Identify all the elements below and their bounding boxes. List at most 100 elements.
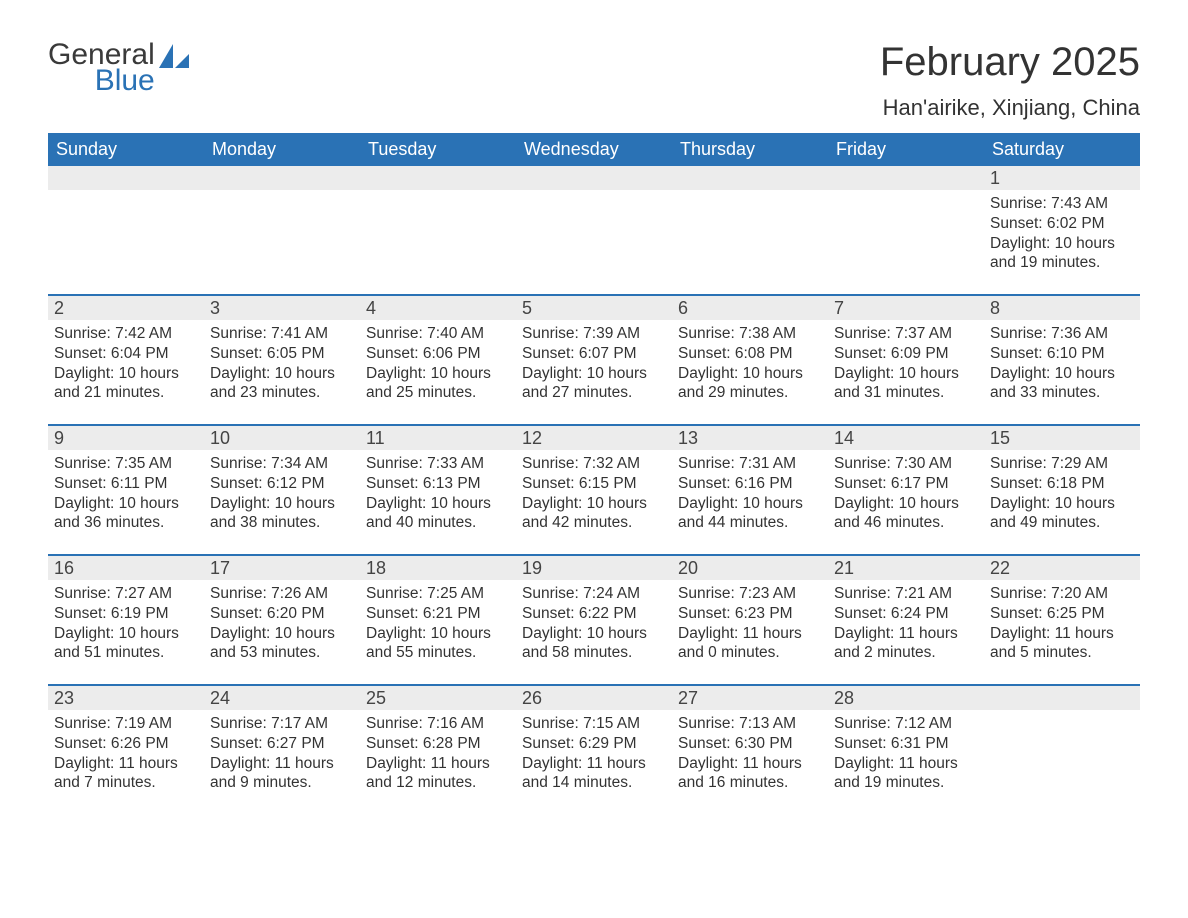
cell-content: Sunrise: 7:19 AMSunset: 6:26 PMDaylight:… <box>48 710 204 793</box>
daylight-text: Daylight: 10 hours and 21 minutes. <box>54 364 198 404</box>
day-number: 22 <box>984 556 1140 580</box>
day-number: 15 <box>984 426 1140 450</box>
day-number <box>828 166 984 190</box>
cell-content: Sunrise: 7:36 AMSunset: 6:10 PMDaylight:… <box>984 320 1140 403</box>
dayname: Friday <box>828 133 984 166</box>
day-number: 27 <box>672 686 828 710</box>
sunrise-text: Sunrise: 7:38 AM <box>678 324 822 344</box>
cell-content <box>672 190 828 194</box>
sunrise-text: Sunrise: 7:36 AM <box>990 324 1134 344</box>
sunrise-text: Sunrise: 7:34 AM <box>210 454 354 474</box>
cell-content: Sunrise: 7:17 AMSunset: 6:27 PMDaylight:… <box>204 710 360 793</box>
sunset-text: Sunset: 6:06 PM <box>366 344 510 364</box>
calendar: Sunday Monday Tuesday Wednesday Thursday… <box>48 133 1140 814</box>
calendar-cell: 11Sunrise: 7:33 AMSunset: 6:13 PMDayligh… <box>360 426 516 554</box>
header: General Blue February 2025 Han'airike, X… <box>48 40 1140 121</box>
day-number: 25 <box>360 686 516 710</box>
daylight-text: Daylight: 10 hours and 55 minutes. <box>366 624 510 664</box>
calendar-cell <box>672 166 828 294</box>
sunrise-text: Sunrise: 7:13 AM <box>678 714 822 734</box>
day-number: 17 <box>204 556 360 580</box>
sunset-text: Sunset: 6:31 PM <box>834 734 978 754</box>
daylight-text: Daylight: 10 hours and 36 minutes. <box>54 494 198 534</box>
cell-content: Sunrise: 7:21 AMSunset: 6:24 PMDaylight:… <box>828 580 984 663</box>
calendar-cell: 3Sunrise: 7:41 AMSunset: 6:05 PMDaylight… <box>204 296 360 424</box>
weeks-container: 1Sunrise: 7:43 AMSunset: 6:02 PMDaylight… <box>48 166 1140 814</box>
sunrise-text: Sunrise: 7:30 AM <box>834 454 978 474</box>
cell-content <box>828 190 984 194</box>
day-number: 19 <box>516 556 672 580</box>
week-row: 9Sunrise: 7:35 AMSunset: 6:11 PMDaylight… <box>48 424 1140 554</box>
week-row: 23Sunrise: 7:19 AMSunset: 6:26 PMDayligh… <box>48 684 1140 814</box>
daylight-text: Daylight: 10 hours and 19 minutes. <box>990 234 1134 274</box>
brand-text: General Blue <box>48 40 155 96</box>
daylight-text: Daylight: 10 hours and 51 minutes. <box>54 624 198 664</box>
sunset-text: Sunset: 6:23 PM <box>678 604 822 624</box>
daylight-text: Daylight: 10 hours and 49 minutes. <box>990 494 1134 534</box>
sunset-text: Sunset: 6:26 PM <box>54 734 198 754</box>
sunset-text: Sunset: 6:24 PM <box>834 604 978 624</box>
day-number: 13 <box>672 426 828 450</box>
sunset-text: Sunset: 6:16 PM <box>678 474 822 494</box>
sunrise-text: Sunrise: 7:12 AM <box>834 714 978 734</box>
cell-content: Sunrise: 7:12 AMSunset: 6:31 PMDaylight:… <box>828 710 984 793</box>
calendar-cell: 12Sunrise: 7:32 AMSunset: 6:15 PMDayligh… <box>516 426 672 554</box>
day-number: 26 <box>516 686 672 710</box>
calendar-cell: 18Sunrise: 7:25 AMSunset: 6:21 PMDayligh… <box>360 556 516 684</box>
cell-content: Sunrise: 7:38 AMSunset: 6:08 PMDaylight:… <box>672 320 828 403</box>
cell-content <box>360 190 516 194</box>
sunset-text: Sunset: 6:02 PM <box>990 214 1134 234</box>
week-row: 1Sunrise: 7:43 AMSunset: 6:02 PMDaylight… <box>48 166 1140 294</box>
daylight-text: Daylight: 10 hours and 31 minutes. <box>834 364 978 404</box>
calendar-cell: 4Sunrise: 7:40 AMSunset: 6:06 PMDaylight… <box>360 296 516 424</box>
sunrise-text: Sunrise: 7:20 AM <box>990 584 1134 604</box>
sunset-text: Sunset: 6:17 PM <box>834 474 978 494</box>
location: Han'airike, Xinjiang, China <box>880 95 1140 121</box>
sunrise-text: Sunrise: 7:39 AM <box>522 324 666 344</box>
sunset-text: Sunset: 6:29 PM <box>522 734 666 754</box>
daylight-text: Daylight: 11 hours and 14 minutes. <box>522 754 666 794</box>
sunset-text: Sunset: 6:12 PM <box>210 474 354 494</box>
dayname: Monday <box>204 133 360 166</box>
cell-content: Sunrise: 7:26 AMSunset: 6:20 PMDaylight:… <box>204 580 360 663</box>
day-number <box>672 166 828 190</box>
sunrise-text: Sunrise: 7:17 AM <box>210 714 354 734</box>
dayname: Sunday <box>48 133 204 166</box>
dayname: Thursday <box>672 133 828 166</box>
sunrise-text: Sunrise: 7:24 AM <box>522 584 666 604</box>
sunset-text: Sunset: 6:04 PM <box>54 344 198 364</box>
day-number <box>516 166 672 190</box>
daylight-text: Daylight: 10 hours and 46 minutes. <box>834 494 978 534</box>
cell-content: Sunrise: 7:31 AMSunset: 6:16 PMDaylight:… <box>672 450 828 533</box>
daylight-text: Daylight: 10 hours and 27 minutes. <box>522 364 666 404</box>
cell-content: Sunrise: 7:43 AMSunset: 6:02 PMDaylight:… <box>984 190 1140 273</box>
day-number: 11 <box>360 426 516 450</box>
day-number: 1 <box>984 166 1140 190</box>
cell-content: Sunrise: 7:16 AMSunset: 6:28 PMDaylight:… <box>360 710 516 793</box>
day-number: 24 <box>204 686 360 710</box>
calendar-cell <box>984 686 1140 814</box>
sail-icon <box>159 44 189 70</box>
day-number: 14 <box>828 426 984 450</box>
day-number: 10 <box>204 426 360 450</box>
daylight-text: Daylight: 11 hours and 7 minutes. <box>54 754 198 794</box>
cell-content: Sunrise: 7:29 AMSunset: 6:18 PMDaylight:… <box>984 450 1140 533</box>
sunrise-text: Sunrise: 7:43 AM <box>990 194 1134 214</box>
sunset-text: Sunset: 6:20 PM <box>210 604 354 624</box>
cell-content <box>48 190 204 194</box>
daylight-text: Daylight: 10 hours and 58 minutes. <box>522 624 666 664</box>
daylight-text: Daylight: 11 hours and 9 minutes. <box>210 754 354 794</box>
calendar-cell: 22Sunrise: 7:20 AMSunset: 6:25 PMDayligh… <box>984 556 1140 684</box>
sunset-text: Sunset: 6:10 PM <box>990 344 1134 364</box>
week-row: 16Sunrise: 7:27 AMSunset: 6:19 PMDayligh… <box>48 554 1140 684</box>
cell-content <box>204 190 360 194</box>
day-number: 23 <box>48 686 204 710</box>
calendar-cell: 19Sunrise: 7:24 AMSunset: 6:22 PMDayligh… <box>516 556 672 684</box>
day-number: 21 <box>828 556 984 580</box>
sunset-text: Sunset: 6:30 PM <box>678 734 822 754</box>
sunrise-text: Sunrise: 7:32 AM <box>522 454 666 474</box>
day-number: 8 <box>984 296 1140 320</box>
cell-content: Sunrise: 7:25 AMSunset: 6:21 PMDaylight:… <box>360 580 516 663</box>
cell-content: Sunrise: 7:15 AMSunset: 6:29 PMDaylight:… <box>516 710 672 793</box>
cell-content: Sunrise: 7:40 AMSunset: 6:06 PMDaylight:… <box>360 320 516 403</box>
